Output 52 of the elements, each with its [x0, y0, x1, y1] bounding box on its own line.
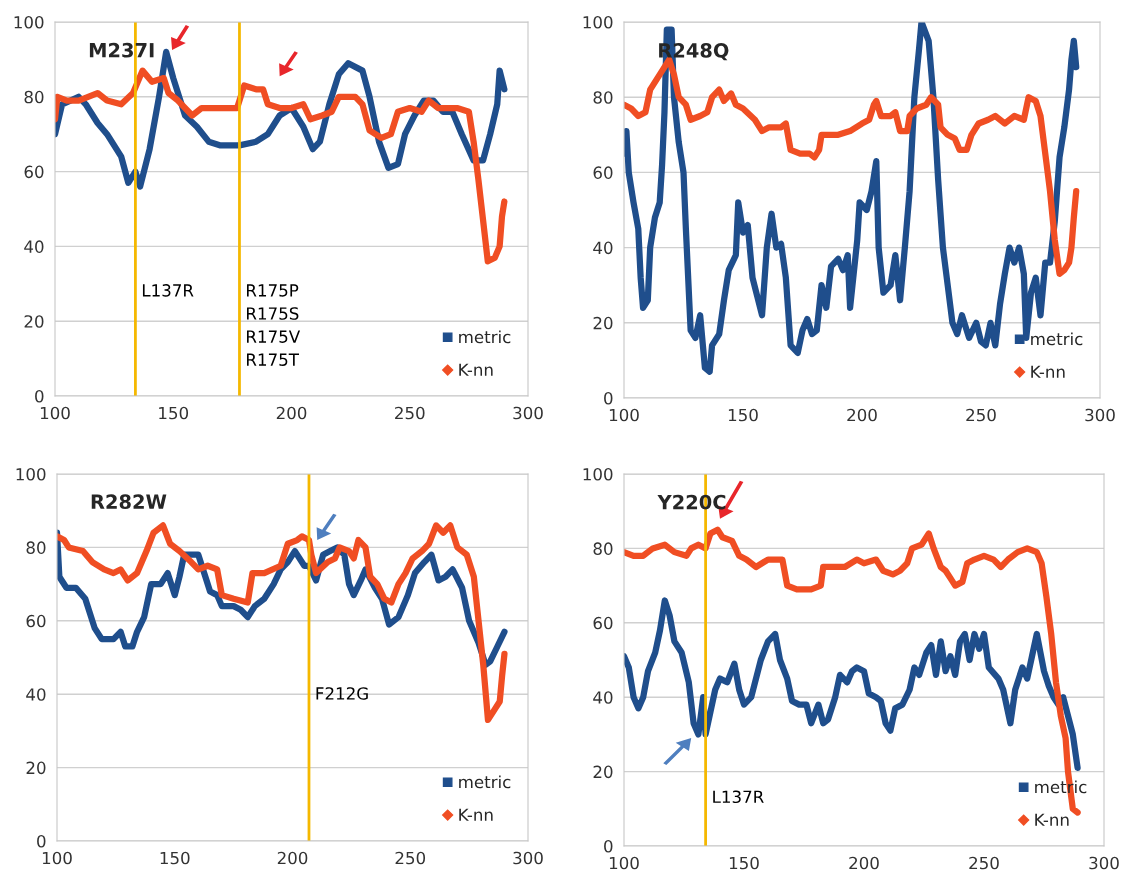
y-tick-label: 80: [593, 542, 613, 555]
x-tick-label: 300: [1089, 856, 1119, 870]
y-tick-label: 60: [593, 616, 613, 630]
y-tick-label: 20: [593, 316, 613, 330]
ref-line-label: F212G: [316, 687, 368, 700]
text: R282W: [91, 494, 167, 509]
x-tick-label: 300: [513, 406, 543, 420]
y-tick-label: 80: [24, 90, 44, 104]
y-tick-label: 0: [35, 389, 44, 403]
y-tick-label: 40: [593, 241, 613, 255]
y-tick-label: 60: [593, 166, 613, 179]
x-tick-label: 150: [728, 408, 758, 422]
x-tick-label: 250: [395, 406, 425, 420]
x-tick-label: 300: [1085, 408, 1115, 422]
ref-line-label: R175P R175S R175V R175T: [247, 284, 301, 366]
y-tick-label: 0: [604, 839, 613, 853]
y-tick-label: 0: [604, 391, 613, 405]
legend-label: metric: [459, 775, 511, 789]
x-tick-label: 250: [969, 856, 999, 870]
x-tick-label: 200: [277, 851, 308, 865]
x-tick-label: 150: [729, 856, 759, 870]
y-tick-label: 40: [26, 688, 46, 701]
x-tick-label: 200: [849, 856, 879, 870]
legend-label: K-nn: [1035, 813, 1069, 826]
y-tick-label: 20: [593, 765, 613, 779]
y-tick-label: 100: [16, 467, 46, 481]
y-tick-label: 40: [24, 240, 44, 253]
y-tick-label: 20: [24, 315, 44, 328]
legend-label: metric: [459, 330, 511, 344]
legend-label: metric: [1031, 332, 1083, 346]
y-tick-label: 100: [14, 15, 44, 29]
x-tick-label: 150: [159, 406, 189, 420]
y-tick-label: 60: [26, 614, 46, 628]
y-tick-label: 60: [24, 165, 44, 179]
y-tick-label: 0: [37, 834, 46, 848]
legend-label: K-nn: [459, 808, 493, 821]
legend-label: K-nn: [459, 363, 493, 376]
y-tick-label: 80: [26, 541, 46, 554]
legend-label: K-nn: [1031, 365, 1065, 378]
y-tick-label: 80: [593, 91, 613, 104]
y-tick-label: 20: [26, 761, 46, 775]
y-tick-label: 100: [583, 15, 613, 29]
x-tick-label: 300: [513, 851, 543, 865]
ref-line-label: L137R: [142, 284, 194, 297]
x-tick-label: 150: [160, 851, 190, 865]
ref-line-label: L137R: [713, 790, 764, 804]
x-tick-label: 250: [395, 851, 426, 865]
y-tick-label: 100: [583, 467, 613, 481]
x-tick-label: 200: [276, 406, 307, 420]
x-tick-label: 200: [847, 408, 877, 422]
x-tick-label: 250: [966, 408, 996, 422]
y-tick-label: 40: [593, 691, 613, 704]
